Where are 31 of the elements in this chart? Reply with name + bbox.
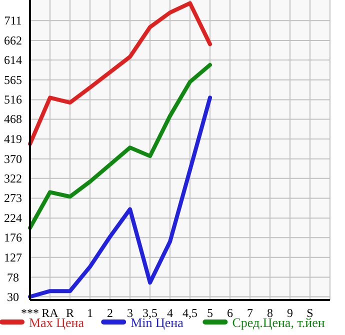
y-tick-label: 127 — [4, 250, 22, 264]
x-tick-label: 2 — [107, 306, 113, 320]
y-tick-label: 614 — [4, 53, 22, 67]
y-tick-label: 711 — [4, 14, 22, 28]
y-tick-label: 224 — [4, 211, 22, 226]
x-tick-label: *** — [21, 306, 39, 320]
x-tick-label: 1 — [87, 306, 93, 320]
y-tick-label: 516 — [4, 92, 22, 107]
x-tick-label: 5 — [207, 306, 213, 320]
line-series — [28, 1, 212, 146]
line-series — [28, 96, 212, 299]
x-tick-label: 4,5 — [182, 306, 198, 320]
y-tick-label: 419 — [4, 132, 22, 146]
line-series — [28, 62, 212, 230]
y-tick-label: 370 — [4, 152, 22, 166]
y-tick-label: 662 — [4, 34, 22, 48]
y-tick-label: 322 — [4, 171, 22, 186]
x-tick-label: 3 — [127, 306, 133, 320]
y-tick-label: 468 — [4, 112, 22, 126]
y-tick-label: 78 — [7, 270, 19, 284]
y-tick-label: 273 — [4, 191, 22, 206]
x-tick-label: R — [66, 306, 74, 320]
x-tick-label: 8 — [267, 306, 273, 320]
y-tick-label: 565 — [4, 72, 22, 87]
y-tick-label: 176 — [4, 230, 22, 245]
x-tick-label: 9 — [287, 306, 293, 320]
y-tick-label: 30 — [7, 290, 19, 304]
x-tick-label: 6 — [227, 306, 233, 320]
x-tick-label: 7 — [247, 306, 253, 320]
x-tick-label: RA — [42, 306, 59, 320]
x-tick-label: 4 — [167, 306, 173, 320]
